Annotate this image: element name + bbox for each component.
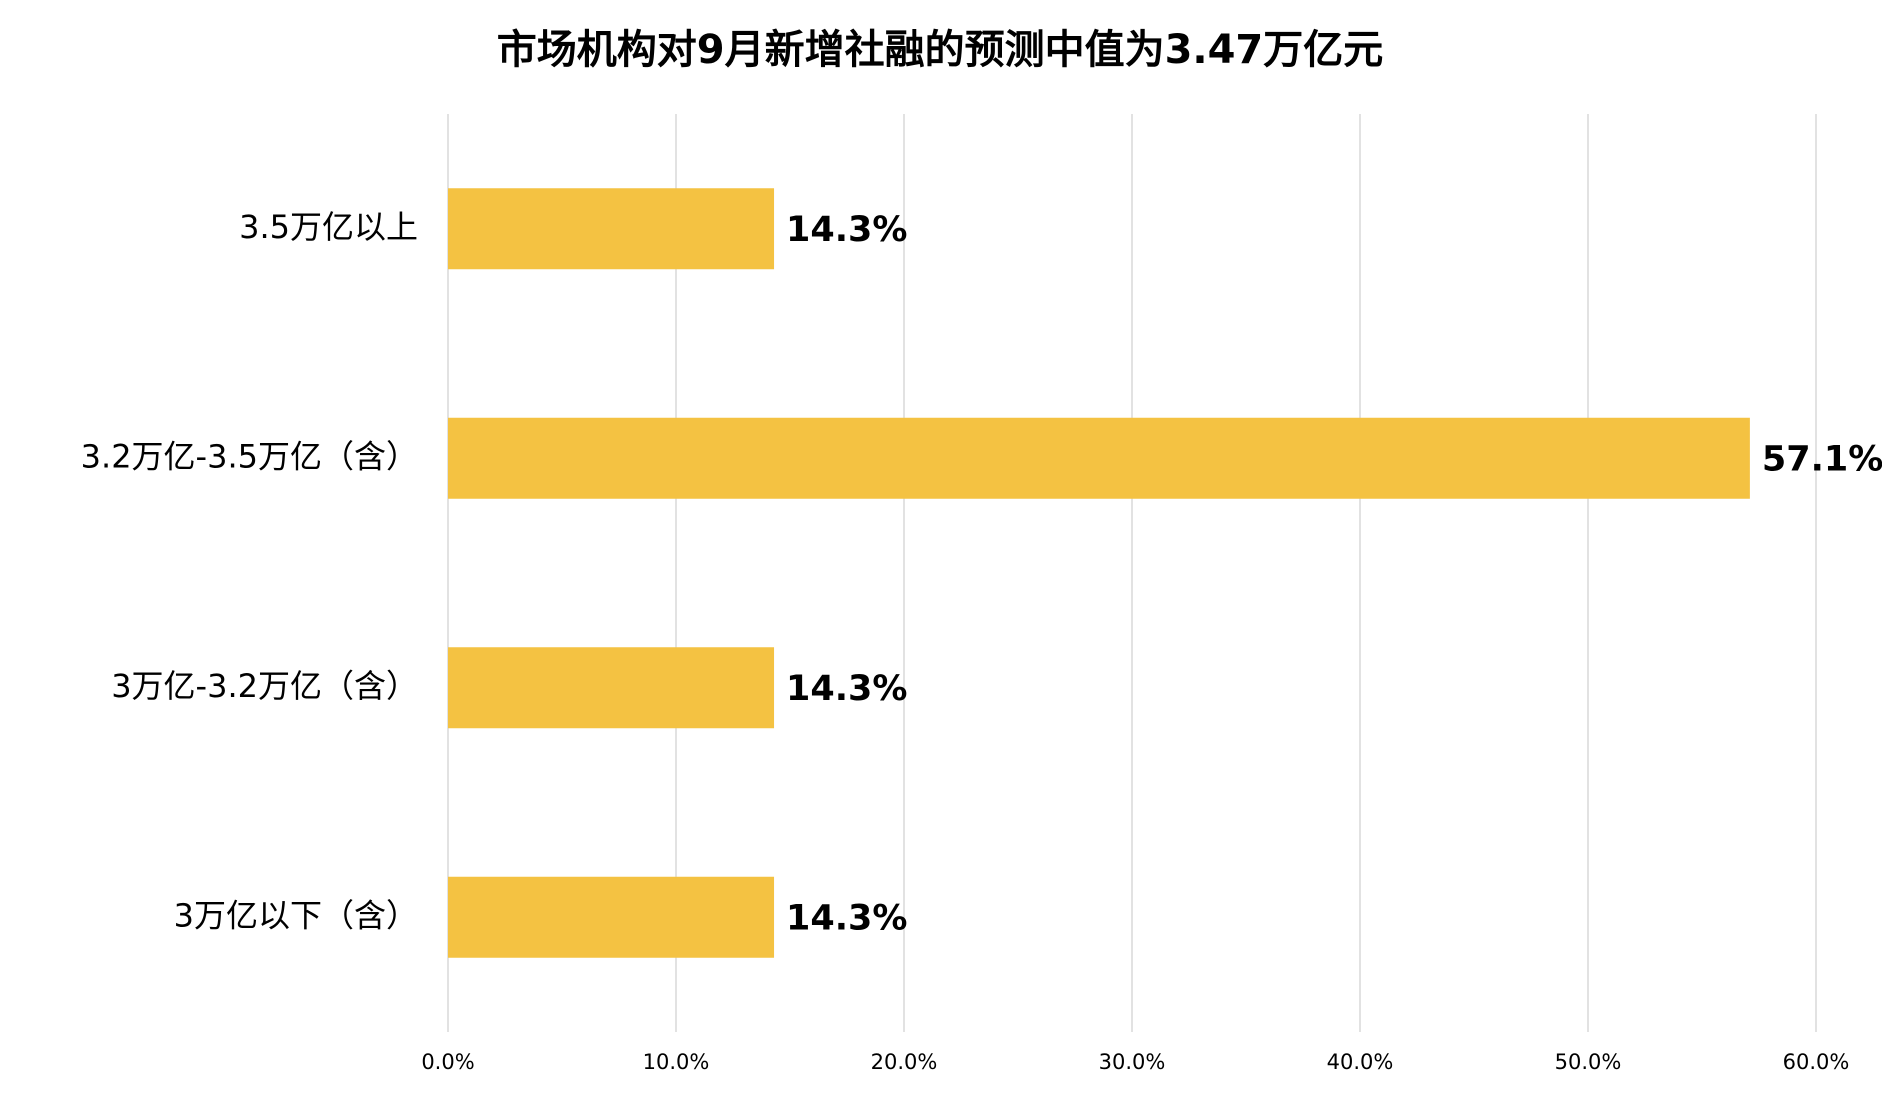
y-tick-label: 3.5万亿以上: [239, 208, 418, 246]
x-tick-label: 40.0%: [1327, 1050, 1394, 1074]
value-label: 14.3%: [786, 669, 907, 709]
bar: [448, 647, 775, 729]
bar: [448, 417, 1750, 499]
y-tick-label: 3万亿-3.2万亿（含）: [111, 667, 418, 705]
bar: [448, 188, 775, 270]
bar: [448, 876, 775, 958]
value-label: 14.3%: [786, 898, 907, 938]
x-tick-label: 0.0%: [421, 1050, 474, 1074]
x-tick-label: 20.0%: [871, 1050, 938, 1074]
x-tick-label: 30.0%: [1099, 1050, 1166, 1074]
value-label: 14.3%: [786, 210, 907, 250]
value-label: 57.1%: [1762, 439, 1882, 479]
x-tick-label: 50.0%: [1555, 1050, 1622, 1074]
x-tick-label: 10.0%: [643, 1050, 710, 1074]
y-tick-label: 3.2万亿-3.5万亿（含）: [81, 437, 418, 475]
chart-title: 市场机构对9月新增社融的预测中值为3.47万亿元: [497, 27, 1384, 73]
x-tick-label: 60.0%: [1783, 1050, 1850, 1074]
y-tick-label: 3万亿以下（含）: [174, 896, 418, 934]
